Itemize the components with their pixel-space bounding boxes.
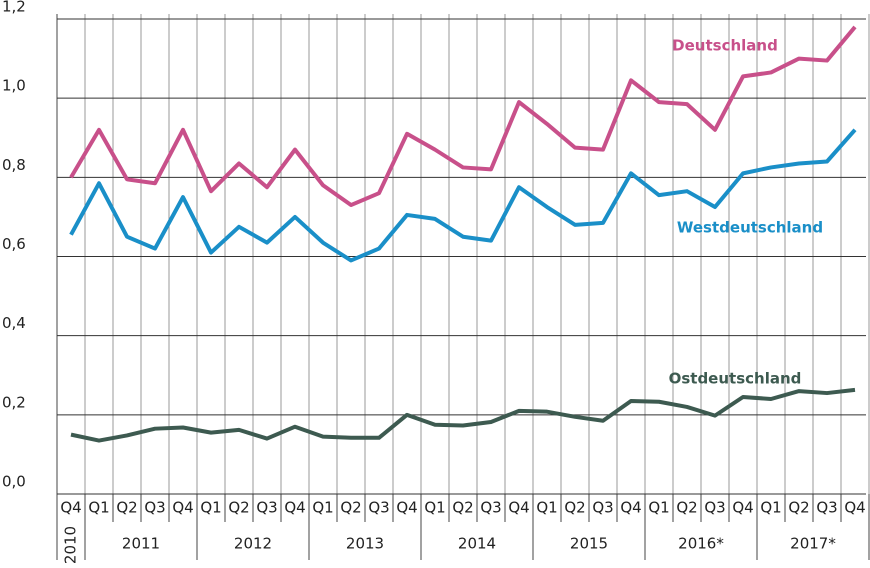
series-line — [69, 25, 857, 208]
x-tick-label: Q1 — [536, 499, 557, 517]
series-label: Ostdeutschland — [669, 370, 802, 388]
y-tick-label: 0,6 — [2, 235, 26, 253]
y-tick-label: 1,0 — [2, 77, 26, 95]
x-tick-label: Q2 — [564, 499, 585, 517]
y-tick-label: 0,8 — [2, 156, 26, 174]
year-label: 2012 — [234, 535, 272, 553]
x-tick-label: Q3 — [592, 499, 613, 517]
x-tick-label: Q2 — [116, 499, 137, 517]
year-label: 2017* — [790, 535, 836, 553]
y-tick-label: 0,4 — [2, 314, 26, 332]
y-tick-label: 0,0 — [2, 473, 26, 491]
y-tick-label: 1,2 — [2, 0, 26, 16]
year-label: 2011 — [122, 535, 160, 553]
x-tick-label: Q1 — [88, 499, 109, 517]
x-tick-label: Q3 — [368, 499, 389, 517]
x-tick-label: Q4 — [844, 499, 865, 517]
x-tick-label: Q2 — [452, 499, 473, 517]
x-tick-label: Q1 — [424, 499, 445, 517]
x-tick-label: Q4 — [732, 499, 753, 517]
x-tick-label: Q4 — [508, 499, 529, 517]
x-tick-label: Q1 — [200, 499, 221, 517]
x-tick-label: Q2 — [676, 499, 697, 517]
x-tick-label: Q1 — [648, 499, 669, 517]
x-tick-label: Q3 — [144, 499, 165, 517]
series-label: Westdeutschland — [677, 219, 823, 237]
x-tick-label: Q2 — [340, 499, 361, 517]
series-line — [69, 128, 857, 263]
x-tick-label: Q2 — [228, 499, 249, 517]
x-tick-label: Q1 — [760, 499, 781, 517]
series-line — [70, 387, 856, 443]
y-tick-label: 0,2 — [2, 393, 26, 411]
series-label: Deutschland — [672, 37, 778, 55]
x-tick-label: Q3 — [480, 499, 501, 517]
year-label: 2010 — [62, 526, 80, 564]
year-label: 2013 — [346, 535, 384, 553]
x-tick-label: Q4 — [620, 499, 641, 517]
x-tick-label: Q4 — [172, 499, 193, 517]
x-tick-label: Q3 — [816, 499, 837, 517]
x-tick-label: Q1 — [312, 499, 333, 517]
year-label: 2016* — [678, 535, 724, 553]
x-tick-label: Q4 — [396, 499, 417, 517]
x-tick-label: Q4 — [60, 499, 81, 517]
x-tick-label: Q3 — [704, 499, 725, 517]
x-tick-label: Q3 — [256, 499, 277, 517]
year-label: 2015 — [570, 535, 608, 553]
x-tick-label: Q4 — [284, 499, 305, 517]
year-label: 2014 — [458, 535, 496, 553]
x-tick-label: Q2 — [788, 499, 809, 517]
